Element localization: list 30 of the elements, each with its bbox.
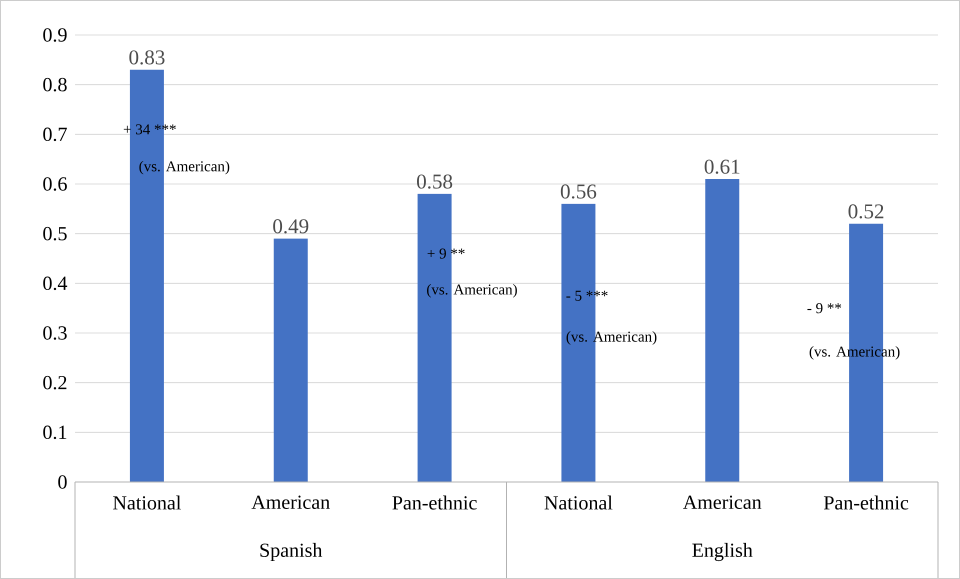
y-tick-label: 0 [58, 475, 67, 489]
y-tick-label: 0.6 [43, 177, 67, 191]
x-tick-label: Pan-ethnic [824, 496, 908, 510]
y-tick-label: 0.2 [43, 376, 66, 390]
text: English [692, 542, 753, 562]
bar [274, 238, 308, 482]
data-label: 0.61 [704, 160, 740, 174]
y-tick-label: 0.8 [43, 78, 67, 92]
bar [418, 194, 452, 482]
x-tick-label: American [683, 496, 762, 509]
y-tick-label: 0.4 [43, 276, 68, 290]
x-tick-label: Pan-ethnic [392, 496, 477, 510]
y-tick-label: 0.5 [43, 226, 67, 240]
annotation: - 9 ** [807, 303, 842, 314]
annotation: (vs. American) [427, 284, 517, 298]
x-tick-label: National [113, 496, 181, 510]
x-tick-label: National [544, 496, 612, 510]
y-tick-label: 0.9 [43, 28, 67, 42]
y-tick-label: 0.1 [43, 426, 66, 440]
data-label: 0.49 [273, 219, 308, 234]
data-label: 0.83 [129, 50, 164, 65]
x-tick-label: American [252, 496, 330, 509]
text: Spanish [260, 542, 322, 562]
data-label: 0.58 [417, 174, 452, 189]
annotation: (vs. American) [139, 160, 230, 174]
bar [705, 179, 740, 482]
y-tick-label: 0.3 [43, 326, 67, 340]
data-label: 0.52 [848, 204, 884, 219]
y-tick-label: 0.7 [43, 128, 67, 142]
data-label: 0.56 [560, 184, 596, 199]
